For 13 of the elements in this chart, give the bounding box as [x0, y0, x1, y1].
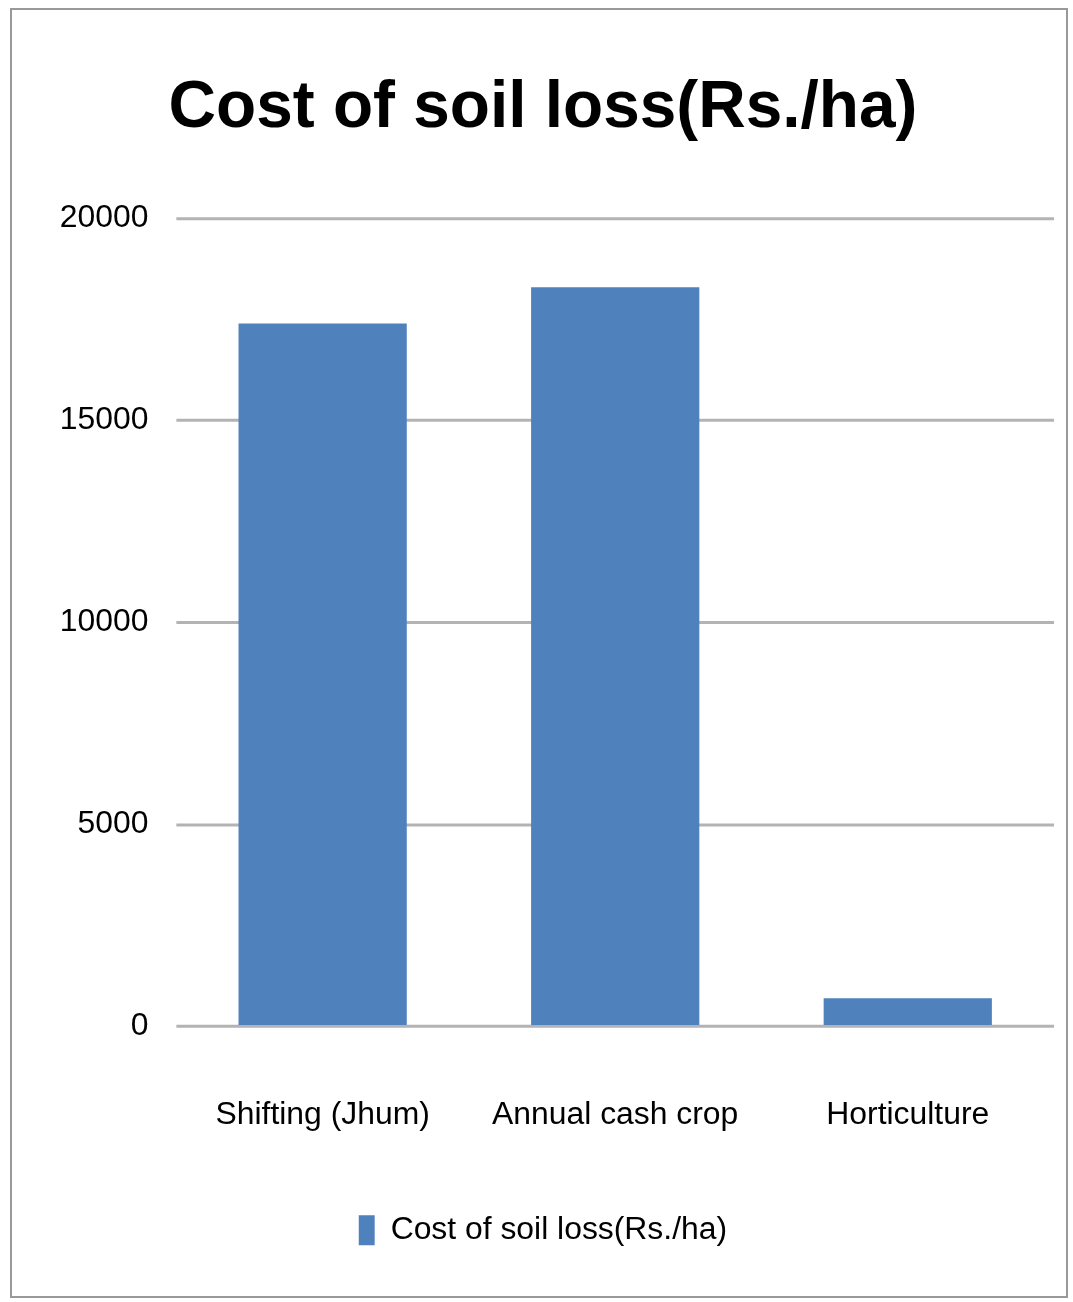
- chart-title: Cost of soil loss(Rs./ha): [168, 67, 918, 142]
- legend-label: Cost of soil loss(Rs./ha): [390, 1210, 728, 1247]
- y-tick-label: 0: [130, 1006, 149, 1043]
- bar: [823, 998, 992, 1025]
- bar: [238, 323, 407, 1025]
- x-tick-label: Horticulture: [826, 1095, 990, 1132]
- bar: [531, 287, 700, 1025]
- y-tick-label: 15000: [59, 400, 149, 437]
- y-tick-label: 10000: [59, 602, 149, 639]
- x-tick-label: Shifting (Jhum): [215, 1095, 430, 1132]
- y-tick-label: 5000: [77, 804, 149, 841]
- x-tick-label: Annual cash crop: [492, 1095, 739, 1132]
- y-tick-label: 20000: [59, 198, 149, 235]
